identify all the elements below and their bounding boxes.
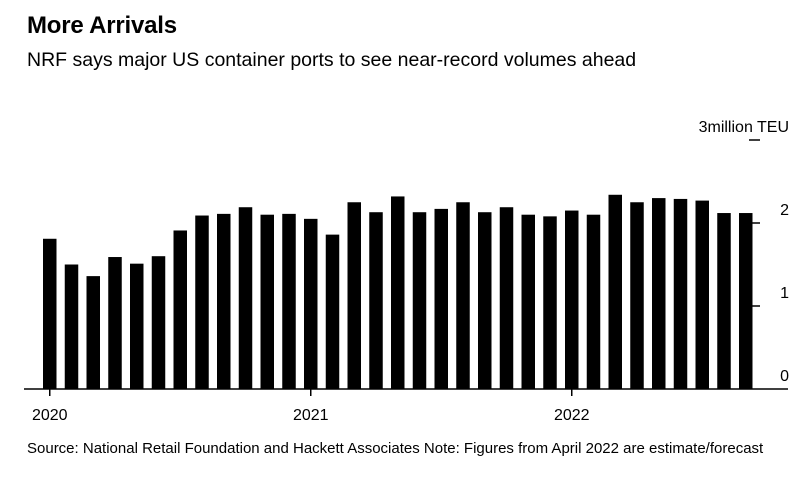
bar-dec-2021 bbox=[543, 216, 557, 389]
y-tick-label-3: 3million TEU bbox=[699, 119, 789, 136]
y-tick-label-0: 0 bbox=[780, 368, 789, 385]
bar-may-2022 bbox=[652, 198, 666, 389]
bar-mar-2020 bbox=[86, 276, 100, 389]
bar-aug-2021 bbox=[456, 202, 470, 389]
bar-may-2020 bbox=[130, 263, 144, 389]
bar-jun-2021 bbox=[412, 212, 427, 389]
x-axis-ticks: 2020 2021 2022 bbox=[32, 389, 590, 424]
bar-jul-2022 bbox=[695, 200, 709, 389]
bar-feb-2022 bbox=[586, 214, 601, 389]
x-tick-label-2020: 2020 bbox=[32, 407, 68, 424]
bar-apr-2021 bbox=[369, 212, 383, 389]
bar-apr-2020 bbox=[108, 257, 122, 389]
x-tick-label-2022: 2022 bbox=[554, 407, 590, 424]
bar-sep-2020 bbox=[217, 213, 231, 389]
source-note: Source: National Retail Foundation and H… bbox=[27, 440, 764, 457]
bar-nov-2020 bbox=[260, 214, 274, 389]
bar-jun-2022 bbox=[673, 198, 688, 389]
bar-sep-2021 bbox=[478, 212, 492, 389]
bar-jul-2020 bbox=[173, 230, 187, 389]
bar-jun-2020 bbox=[151, 256, 166, 389]
bar-feb-2021 bbox=[325, 234, 340, 389]
bar-jan-2022 bbox=[565, 210, 579, 389]
chart-subtitle: NRF says major US container ports to see… bbox=[27, 49, 637, 71]
bar-sep-2022 bbox=[739, 213, 753, 389]
chart-title: More Arrivals bbox=[27, 12, 177, 39]
bar-mar-2021 bbox=[347, 202, 361, 389]
y-axis-ticks: 0 1 2 3million TEU bbox=[699, 119, 790, 385]
bar-oct-2021 bbox=[499, 207, 514, 389]
x-tick-label-2021: 2021 bbox=[293, 407, 329, 424]
bar-jan-2020 bbox=[43, 238, 57, 389]
bar-feb-2020 bbox=[64, 264, 79, 389]
bar-oct-2020 bbox=[238, 207, 253, 389]
bar-may-2021 bbox=[391, 196, 405, 389]
bar-jul-2021 bbox=[434, 208, 448, 389]
bar-series bbox=[43, 194, 753, 389]
y-tick-label-1: 1 bbox=[780, 285, 789, 302]
bar-aug-2022 bbox=[717, 213, 731, 389]
y-tick-label-2: 2 bbox=[780, 202, 789, 219]
bar-apr-2022 bbox=[630, 202, 644, 389]
bar-nov-2021 bbox=[521, 214, 535, 389]
bar-mar-2022 bbox=[608, 194, 622, 389]
bar-dec-2020 bbox=[282, 213, 296, 389]
bar-jan-2021 bbox=[304, 218, 318, 389]
bar-aug-2020 bbox=[195, 215, 209, 389]
